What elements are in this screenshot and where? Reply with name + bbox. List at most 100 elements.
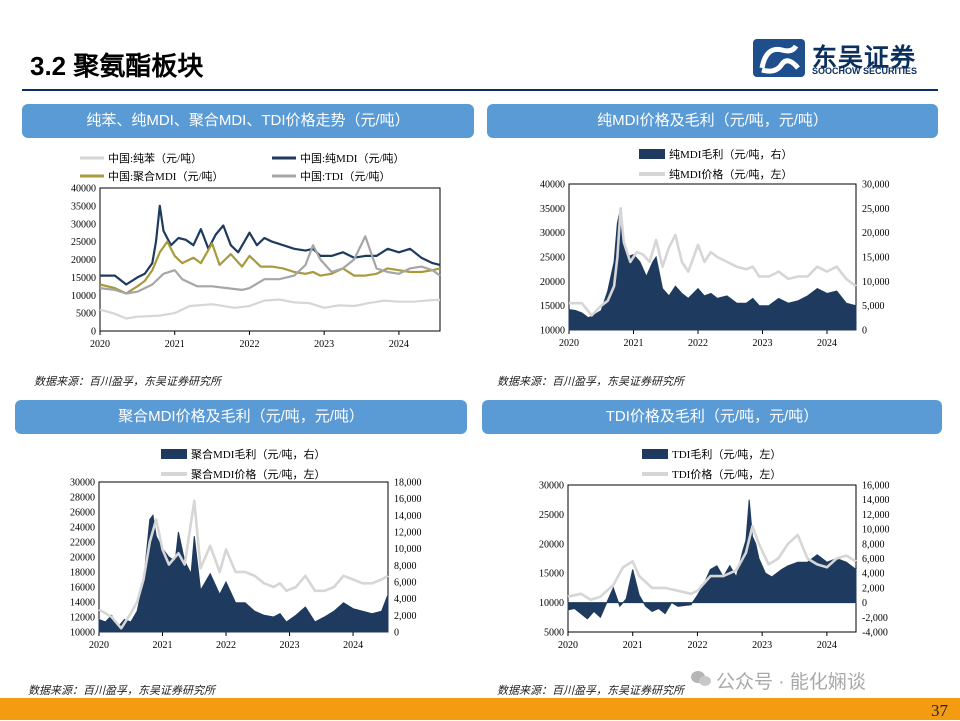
x-tick-label: 2020: [89, 640, 109, 651]
chart-4: 2020 2021 2022 2023 2024 5000 10000 15000 20000 2…: [482, 440, 942, 656]
price-line: [569, 207, 857, 317]
y-right-tick-label: 12,000: [394, 528, 422, 539]
y-left-tick-label: 35000: [71, 201, 96, 212]
y-right-tick-label: 30,000: [862, 180, 890, 191]
y-left-tick-label: 14000: [70, 598, 95, 609]
y-left-tick-label: 12000: [70, 613, 95, 624]
x-tick-label: 2022: [688, 338, 708, 349]
series-line-4: [99, 235, 441, 295]
price-line: [567, 524, 857, 601]
x-tick-label: 2024: [817, 640, 837, 651]
legend-swatch-area: [642, 449, 668, 459]
chart-3: 2020 2021 2022 2023 2024 10000 12000 14000 16000…: [15, 440, 467, 656]
y-right-tick-label: 14,000: [394, 511, 422, 522]
x-tick-label: 2021: [623, 640, 643, 651]
x-tick-label: 2020: [558, 640, 578, 651]
x-tick-label: 2021: [153, 640, 173, 651]
x-tick-label: 2022: [239, 339, 259, 350]
y-right-tick-label: 6,000: [862, 554, 885, 565]
y-left-tick-label: 10000: [539, 598, 564, 609]
y-right-tick-label: 8,000: [394, 561, 417, 572]
price-line: [98, 499, 389, 630]
y-left-tick-label: 18000: [70, 568, 95, 579]
y-right-tick-label: 5,000: [862, 301, 885, 312]
logo: 东吴证券 SOOCHOW SECURITIES: [752, 36, 942, 80]
page-title: 3.2 聚氨酯板块: [30, 51, 204, 81]
y-right-tick-label: 18,000: [394, 478, 422, 489]
y-right-tick-label: 10,000: [862, 277, 890, 288]
panel-header-3: 聚合MDI价格及毛利（元/吨，元/吨）: [15, 400, 467, 434]
y-left-tick-label: 10000: [71, 291, 96, 302]
y-right-tick-label: 0: [394, 628, 399, 639]
source-note-4: 数据来源：百川盈孚，东吴证券研究所: [497, 685, 684, 697]
y-left-tick-label: 20000: [70, 553, 95, 564]
y-right-tick-label: 6,000: [394, 578, 417, 589]
y-right-tick-label: 25,000: [862, 204, 890, 215]
legend-swatch-area: [639, 149, 665, 159]
y-right-tick-label: 16,000: [394, 494, 422, 505]
legend-swatch-area: [161, 449, 187, 459]
x-tick-label: 2023: [752, 338, 772, 349]
y-right-tick-label: 15,000: [862, 253, 890, 264]
legend-label: 聚合MDI毛利（元/吨，右）: [191, 447, 325, 461]
y-left-tick-label: 24000: [70, 523, 95, 534]
legend-label: TDI价格（元/吨，左）: [672, 467, 781, 481]
y-right-tick-label: 10,000: [862, 525, 890, 536]
series-line-3: [99, 240, 441, 295]
x-tick-label: 2023: [314, 339, 334, 350]
page-number: 37: [931, 701, 948, 720]
y-left-tick-label: 16000: [70, 583, 95, 594]
logo-english-name: SOOCHOW SECURITIES: [812, 66, 918, 76]
margin-area: [567, 499, 857, 620]
y-left-tick-label: 15000: [539, 569, 564, 580]
y-right-tick-label: 8,000: [862, 539, 885, 550]
x-tick-label: 2020: [90, 339, 110, 350]
x-tick-label: 2022: [687, 640, 707, 651]
y-left-tick-label: 30000: [70, 478, 95, 489]
x-tick-label: 2022: [216, 640, 236, 651]
y-left-tick-label: 10000: [540, 326, 565, 337]
legend-label: 中国:TDI（元/吨）: [300, 170, 390, 183]
panel-header-2: 纯MDI价格及毛利（元/吨，元/吨）: [487, 104, 938, 138]
y-left-tick-label: 5000: [544, 628, 564, 639]
x-tick-label: 2023: [280, 640, 300, 651]
y-left-tick-label: 20000: [71, 255, 96, 266]
y-left-tick-label: 35000: [540, 204, 565, 215]
y-left-tick-label: 30000: [540, 228, 565, 239]
y-left-tick-label: 25000: [539, 510, 564, 521]
y-left-tick-label: 40000: [71, 184, 96, 195]
soochow-logo-icon: [753, 39, 805, 77]
plot-frame: [567, 484, 857, 633]
y-left-tick-label: 15000: [71, 273, 96, 284]
y-left-tick-label: 28000: [70, 493, 95, 504]
y-right-tick-label: 10,000: [394, 544, 422, 555]
y-left-tick-label: 10000: [70, 628, 95, 639]
series-line-1: [99, 298, 441, 320]
y-right-tick-label: 12,000: [862, 510, 890, 521]
y-right-tick-label: 0: [862, 326, 867, 337]
chart-2: 2020 2021 2022 2023 2024 10000 15000 20000 25000…: [487, 140, 938, 356]
y-left-tick-label: 22000: [70, 538, 95, 549]
y-right-tick-label: -4,000: [862, 628, 888, 639]
y-right-tick-label: 2,000: [862, 583, 885, 594]
panel-header-4: TDI价格及毛利（元/吨，元/吨）: [482, 400, 942, 434]
y-right-tick-label: 2,000: [394, 611, 417, 622]
source-note-2: 数据来源：百川盈孚，东吴证券研究所: [497, 376, 684, 388]
y-left-tick-label: 26000: [70, 508, 95, 519]
legend-label: 聚合MDI价格（元/吨，左）: [191, 467, 325, 481]
wechat-icon: [691, 671, 711, 686]
y-left-tick-label: 20000: [540, 277, 565, 288]
plot-frame: [99, 187, 441, 332]
margin-area: [98, 514, 389, 633]
y-right-tick-label: 16,000: [862, 481, 890, 492]
y-right-tick-label: 14,000: [862, 495, 890, 506]
y-right-tick-label: 4,000: [862, 569, 885, 580]
panel-header-1: 纯苯、纯MDI、聚合MDI、TDI价格走势（元/吨）: [22, 104, 474, 138]
margin-area: [568, 208, 857, 331]
y-left-tick-label: 30000: [71, 219, 96, 230]
legend-label: 纯MDI价格（元/吨，左）: [669, 167, 792, 181]
y-left-tick-label: 25000: [71, 237, 96, 248]
y-left-tick-label: 25000: [540, 253, 565, 264]
y-left-tick-label: 20000: [539, 539, 564, 550]
legend-label: TDI毛利（元/吨，左）: [672, 448, 781, 461]
